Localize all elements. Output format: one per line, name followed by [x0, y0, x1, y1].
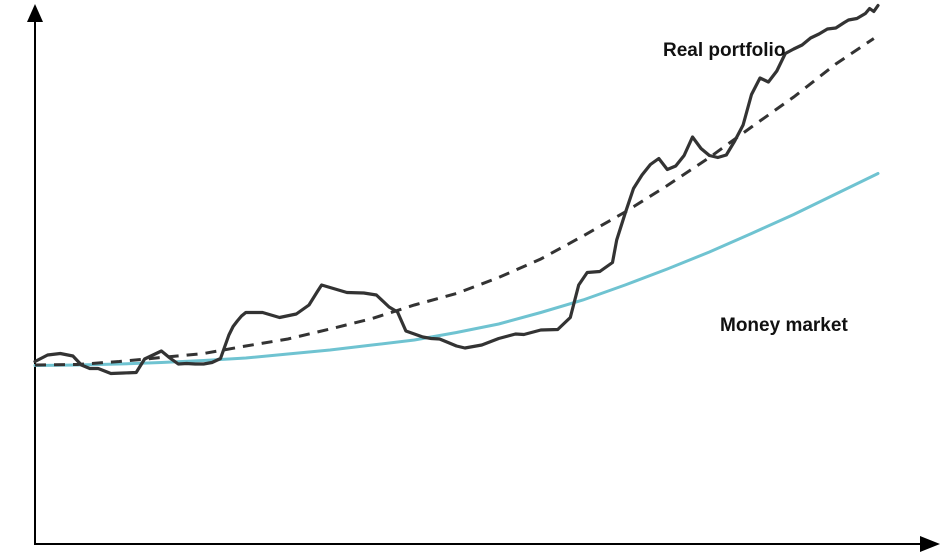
y-axis-arrow: [27, 4, 43, 22]
series-layer: [33, 3, 880, 376]
series-line-real-portfolio: [33, 3, 880, 376]
series-line-trend: [34, 37, 875, 367]
series-labels: Real portfolio Money market: [663, 40, 848, 336]
series-label-money-market: Money market: [720, 315, 848, 336]
series-label-real-portfolio: Real portfolio: [663, 40, 785, 61]
axes: [27, 4, 940, 552]
series-line-money-market: [33, 172, 880, 367]
x-axis-arrow: [920, 536, 940, 552]
